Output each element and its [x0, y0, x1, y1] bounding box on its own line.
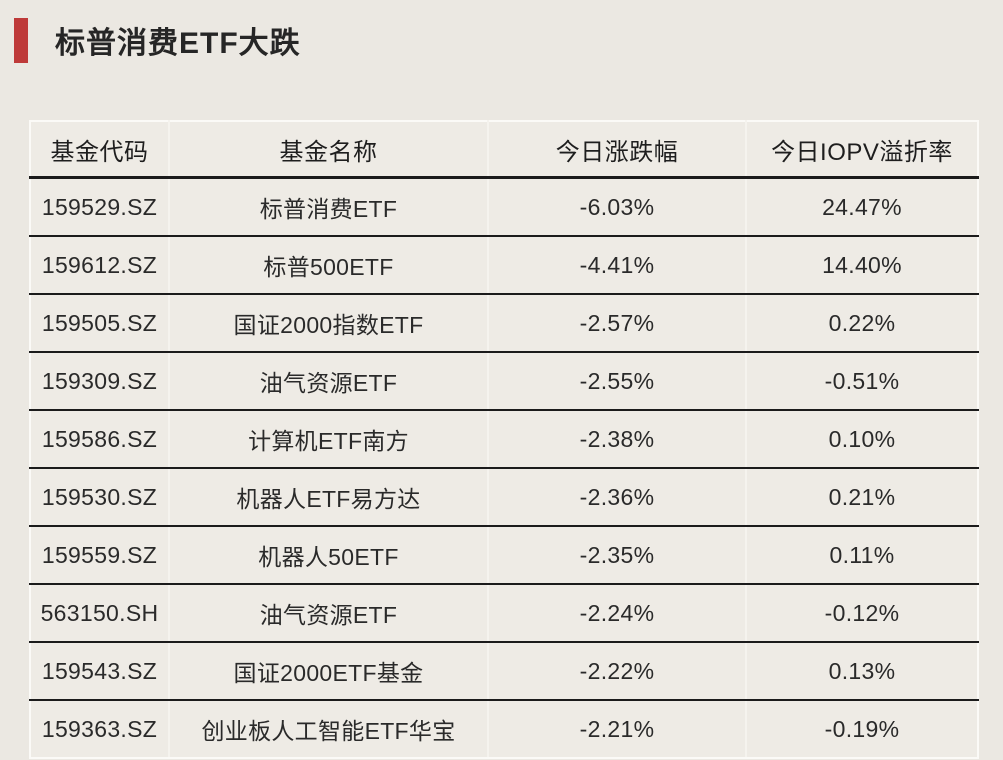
table-row: 159529.SZ 标普消费ETF -6.03% 24.47% — [30, 177, 978, 237]
fund-code-cell: 159559.SZ — [30, 526, 169, 585]
table-row: 159559.SZ 机器人50ETF -2.35% 0.11% — [30, 526, 978, 585]
table-row: 159530.SZ 机器人ETF易方达 -2.36% 0.21% — [30, 468, 978, 527]
fund-code-cell: 159586.SZ — [30, 410, 169, 469]
table-header-row: 基金代码 基金名称 今日涨跌幅 今日IOPV溢折率 — [30, 121, 978, 179]
fund-code-cell: 563150.SH — [30, 584, 169, 643]
fund-name-cell: 油气资源ETF — [168, 352, 488, 411]
iopv-premium-cell: 0.13% — [745, 642, 978, 701]
fund-name-cell: 创业板人工智能ETF华宝 — [168, 700, 488, 759]
fund-name-cell: 国证2000ETF基金 — [168, 642, 488, 701]
iopv-premium-cell: 14.40% — [745, 236, 978, 295]
change-pct-cell: -2.38% — [487, 410, 746, 469]
section-header: 标普消费ETF大跌 — [14, 17, 1003, 63]
table-row: 159612.SZ 标普500ETF -4.41% 14.40% — [30, 236, 978, 295]
iopv-premium-cell: -0.12% — [745, 584, 978, 643]
col-header-fund-name: 基金名称 — [168, 121, 488, 179]
etf-table: 基金代码 基金名称 今日涨跌幅 今日IOPV溢折率 159529.SZ 标普消费E… — [29, 120, 979, 759]
fund-code-cell: 159530.SZ — [30, 468, 169, 527]
change-pct-cell: -2.21% — [487, 700, 746, 759]
change-pct-cell: -4.41% — [487, 236, 746, 295]
fund-code-cell: 159543.SZ — [30, 642, 169, 701]
table-row: 563150.SH 油气资源ETF -2.24% -0.12% — [30, 584, 978, 643]
iopv-premium-cell: -0.51% — [745, 352, 978, 411]
col-header-change-pct: 今日涨跌幅 — [487, 121, 746, 179]
fund-code-cell: 159309.SZ — [30, 352, 169, 411]
iopv-premium-cell: 0.22% — [745, 294, 978, 353]
col-header-iopv-premium: 今日IOPV溢折率 — [745, 121, 978, 179]
fund-name-cell: 计算机ETF南方 — [168, 410, 488, 469]
iopv-premium-cell: 0.10% — [745, 410, 978, 469]
title-accent-bar — [14, 17, 28, 63]
iopv-premium-cell: 0.11% — [745, 526, 978, 585]
iopv-premium-cell: -0.19% — [745, 700, 978, 759]
table-row: 159363.SZ 创业板人工智能ETF华宝 -2.21% -0.19% — [30, 700, 978, 759]
iopv-premium-cell: 0.21% — [745, 468, 978, 527]
col-header-fund-code: 基金代码 — [30, 121, 169, 179]
iopv-premium-cell: 24.47% — [745, 177, 978, 237]
table-row: 159586.SZ 计算机ETF南方 -2.38% 0.10% — [30, 410, 978, 469]
table-row: 159505.SZ 国证2000指数ETF -2.57% 0.22% — [30, 294, 978, 353]
change-pct-cell: -6.03% — [487, 177, 746, 237]
table-row: 159543.SZ 国证2000ETF基金 -2.22% 0.13% — [30, 642, 978, 701]
change-pct-cell: -2.57% — [487, 294, 746, 353]
fund-code-cell: 159529.SZ — [30, 177, 169, 237]
change-pct-cell: -2.35% — [487, 526, 746, 585]
fund-name-cell: 标普消费ETF — [168, 177, 488, 237]
fund-name-cell: 机器人ETF易方达 — [168, 468, 488, 527]
change-pct-cell: -2.55% — [487, 352, 746, 411]
fund-name-cell: 机器人50ETF — [168, 526, 488, 585]
fund-code-cell: 159612.SZ — [30, 236, 169, 295]
change-pct-cell: -2.36% — [487, 468, 746, 527]
fund-name-cell: 油气资源ETF — [168, 584, 488, 643]
fund-name-cell: 国证2000指数ETF — [168, 294, 488, 353]
fund-name-cell: 标普500ETF — [168, 236, 488, 295]
page-title: 标普消费ETF大跌 — [55, 27, 301, 60]
change-pct-cell: -2.22% — [487, 642, 746, 701]
table-row: 159309.SZ 油气资源ETF -2.55% -0.51% — [30, 352, 978, 411]
fund-code-cell: 159363.SZ — [30, 700, 169, 759]
fund-code-cell: 159505.SZ — [30, 294, 169, 353]
change-pct-cell: -2.24% — [487, 584, 746, 643]
